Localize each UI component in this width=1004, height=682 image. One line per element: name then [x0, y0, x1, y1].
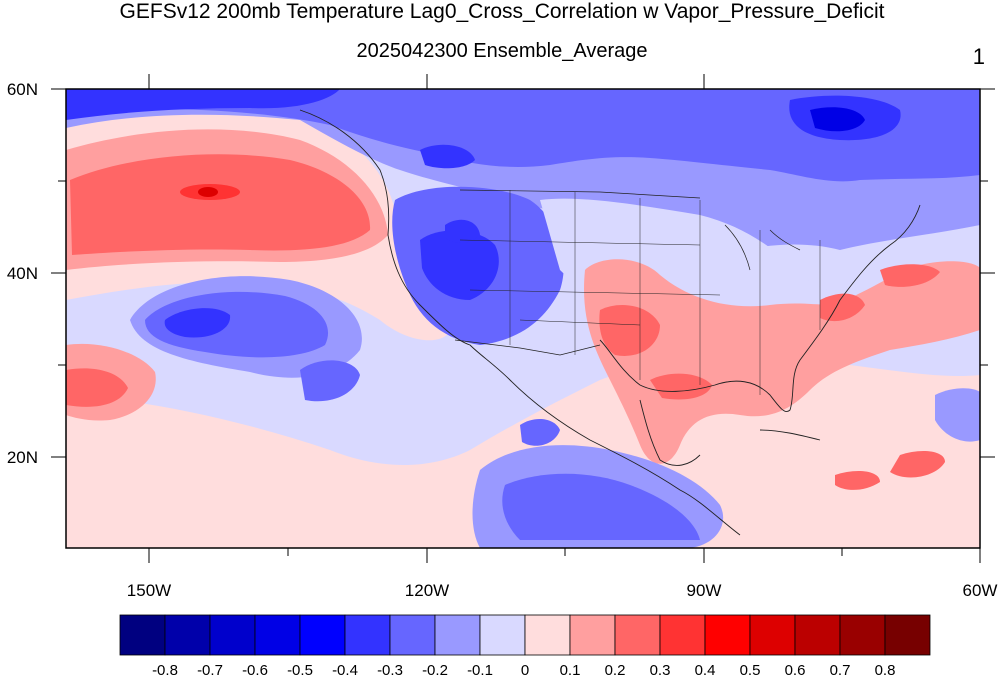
- colorbar-swatch: [884, 614, 931, 656]
- hudson-bay-core: [810, 107, 865, 132]
- pacific-neg-small: [300, 360, 360, 402]
- alaska-neg: [66, 89, 340, 120]
- us-canada-border: [459, 189, 701, 199]
- colorbar-label: 0.2: [605, 662, 626, 679]
- colorbar-label: 0.1: [560, 662, 581, 679]
- colorbar-swatch: [389, 614, 436, 656]
- caribbean-pos: [890, 450, 945, 478]
- carolina-pos: [820, 293, 865, 322]
- colorbar-label: 0.4: [695, 662, 716, 679]
- ne-pacific-strong: [70, 154, 371, 255]
- colorbar-label: 0.7: [830, 662, 851, 679]
- lat-label-20n: 20N: [7, 448, 38, 467]
- lon-label-150w: 150W: [127, 581, 171, 600]
- colorbar-swatch: [524, 614, 571, 656]
- colorbar-label: 0.3: [650, 662, 671, 679]
- axis-ticks: [51, 74, 995, 563]
- colorbar-label: -0.1: [467, 662, 493, 679]
- colorbar-swatch: [164, 614, 211, 656]
- colorbar-swatch: [434, 614, 481, 656]
- mexico-neg-mid: [502, 473, 700, 540]
- colorbar-swatch: [659, 614, 706, 656]
- colorbar-swatch: [614, 614, 661, 656]
- lon-label-120w: 120W: [405, 581, 449, 600]
- gulf-atlantic-coastline: [599, 204, 921, 413]
- pacific-neg-core: [164, 308, 231, 338]
- chart-title: GEFSv12 200mb Temperature Lag0_Cross_Cor…: [119, 0, 885, 23]
- pacific-neg-mid: [145, 291, 329, 358]
- atlantic-pos: [880, 264, 940, 287]
- pacific-coastline: [299, 109, 741, 536]
- colorbar-swatch: [254, 614, 301, 656]
- great-lakes: [724, 224, 801, 271]
- colorbar-label: -0.8: [152, 662, 178, 679]
- state-borders: [509, 190, 821, 395]
- idaho-neg: [445, 219, 480, 243]
- caribbean-pos-2: [835, 470, 880, 490]
- west-subtropical-pos-core: [66, 368, 128, 407]
- baja-neg: [520, 418, 560, 446]
- chart-subtitle: 2025042300 Ensemble_Average: [356, 40, 648, 62]
- east-atlantic-neg: [935, 388, 980, 442]
- gulf-pos: [650, 373, 712, 400]
- north-band-mid: [66, 89, 980, 182]
- oklahoma-pos: [599, 305, 660, 356]
- south-us-pos: [584, 259, 980, 464]
- cuba-coast: [759, 429, 821, 441]
- great-basin-neg: [420, 230, 499, 300]
- us-mexico-border: [454, 339, 601, 356]
- colorbar-label: 0: [521, 662, 529, 679]
- lat-label-60n: 60N: [7, 80, 38, 99]
- colorbar-swatch: [749, 614, 796, 656]
- state-borders-h: [459, 239, 721, 326]
- correlation-field: [66, 89, 980, 548]
- colorbar-label: 0.8: [875, 662, 896, 679]
- ne-pacific-peak: [198, 187, 218, 197]
- colorbar-swatch: [299, 614, 346, 656]
- colorbar-label: 0.5: [740, 662, 761, 679]
- lat-label-40n: 40N: [7, 264, 38, 283]
- colorbar-swatch: [839, 614, 886, 656]
- canada-neg-core: [420, 144, 475, 169]
- colorbar-swatch: [119, 614, 166, 656]
- coastlines: [299, 109, 921, 536]
- lon-label-90w: 90W: [687, 581, 722, 600]
- colorbar-label: -0.2: [422, 662, 448, 679]
- colorbar-label: -0.7: [197, 662, 223, 679]
- colorbar-label: -0.4: [332, 662, 358, 679]
- colorbar-label: -0.3: [377, 662, 403, 679]
- colorbar-swatch: [209, 614, 256, 656]
- colorbar-swatch: [704, 614, 751, 656]
- lon-label-60w: 60W: [963, 581, 998, 600]
- map-frame: [65, 88, 981, 549]
- panel-label: 1: [972, 44, 985, 69]
- colorbar-label: 0.6: [785, 662, 806, 679]
- colorbar-swatch: [344, 614, 391, 656]
- colorbar-label: -0.6: [242, 662, 268, 679]
- colorbar-swatch: [794, 614, 841, 656]
- colorbar-swatch: [569, 614, 616, 656]
- yucatan-coast: [639, 399, 701, 466]
- colorbar-swatch: [479, 614, 526, 656]
- colorbar-label: -0.5: [287, 662, 313, 679]
- colorbar: -0.8 -0.7 -0.6 -0.5 -0.4 -0.3 -0.2 -0.1 0 0.1 0.2 0…: [119, 614, 931, 679]
